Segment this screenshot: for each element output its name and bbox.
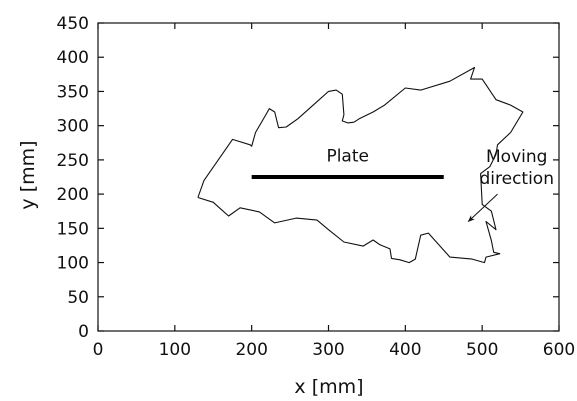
x-tick-label: 600 xyxy=(543,340,575,360)
x-axis-label: x [mm] xyxy=(294,376,363,398)
series-line xyxy=(197,66,524,264)
y-tick-label: 0 xyxy=(78,322,89,342)
y-tick-label: 150 xyxy=(57,219,89,239)
y-tick-label: 200 xyxy=(57,185,89,205)
y-tick-label: 350 xyxy=(57,82,89,102)
x-tick-label: 300 xyxy=(312,340,344,360)
moving-direction-label: direction xyxy=(479,169,554,189)
y-tick-label: 400 xyxy=(57,48,89,68)
x-axis: 0 100 200 300 400 500 600 xyxy=(93,23,575,360)
y-tick-label: 450 xyxy=(57,14,89,34)
y-axis-label: y [mm] xyxy=(17,140,39,209)
x-tick-label: 0 xyxy=(93,340,104,360)
moving-direction-label: Moving xyxy=(486,147,547,167)
y-tick-label: 50 xyxy=(67,288,89,308)
x-tick-label: 400 xyxy=(389,340,421,360)
x-tick-label: 100 xyxy=(159,340,191,360)
moving-direction-arrow xyxy=(467,193,498,222)
series-layer xyxy=(197,66,524,264)
x-tick-label: 500 xyxy=(466,340,498,360)
y-tick-label: 300 xyxy=(57,117,89,137)
y-tick-label: 250 xyxy=(57,151,89,171)
x-tick-label: 200 xyxy=(235,340,267,360)
plate-label: Plate xyxy=(326,146,369,166)
y-axis: 0 50 100 150 200 250 300 350 400 450 xyxy=(57,14,559,342)
y-tick-label: 100 xyxy=(57,254,89,274)
